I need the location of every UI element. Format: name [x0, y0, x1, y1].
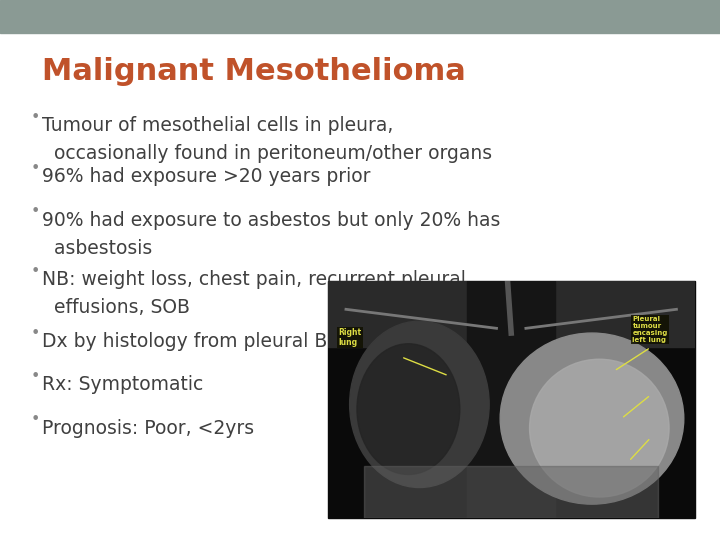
Text: •: •: [30, 204, 40, 219]
Text: 90% had exposure to asbestos but only 20% has: 90% had exposure to asbestos but only 20…: [42, 211, 500, 229]
Text: effusions, SOB: effusions, SOB: [42, 298, 190, 317]
Text: Dx by histology from pleural Bx: Dx by histology from pleural Bx: [42, 332, 338, 351]
Text: Rx: Symptomatic: Rx: Symptomatic: [42, 375, 203, 394]
Ellipse shape: [357, 344, 460, 475]
Bar: [328, 281, 695, 518]
Text: Right
lung: Right lung: [338, 328, 361, 347]
Text: •: •: [30, 369, 40, 384]
Ellipse shape: [500, 333, 684, 504]
Text: asbestosis: asbestosis: [42, 239, 152, 258]
Text: •: •: [30, 264, 40, 279]
Text: occasionally found in peritoneum/other organs: occasionally found in peritoneum/other o…: [42, 144, 492, 163]
Text: Pleural
tumour
encasing
left lung: Pleural tumour encasing left lung: [632, 315, 667, 342]
Bar: [328, 281, 695, 347]
Text: 96% had exposure >20 years prior: 96% had exposure >20 years prior: [42, 167, 370, 186]
Text: Prognosis: Poor, <2yrs: Prognosis: Poor, <2yrs: [42, 418, 254, 437]
Bar: [0, 0, 720, 33]
Text: •: •: [30, 161, 40, 176]
Text: Tumour of mesothelial cells in pleura,: Tumour of mesothelial cells in pleura,: [42, 116, 393, 135]
Bar: [467, 281, 555, 518]
Text: •: •: [30, 412, 40, 427]
Text: •: •: [30, 110, 40, 125]
Ellipse shape: [350, 321, 489, 488]
Text: NB: weight loss, chest pain, recurrent pleural: NB: weight loss, chest pain, recurrent p…: [42, 270, 466, 289]
Text: •: •: [30, 326, 40, 341]
Bar: [364, 466, 658, 518]
Text: Malignant Mesothelioma: Malignant Mesothelioma: [42, 57, 466, 86]
Ellipse shape: [529, 359, 669, 497]
